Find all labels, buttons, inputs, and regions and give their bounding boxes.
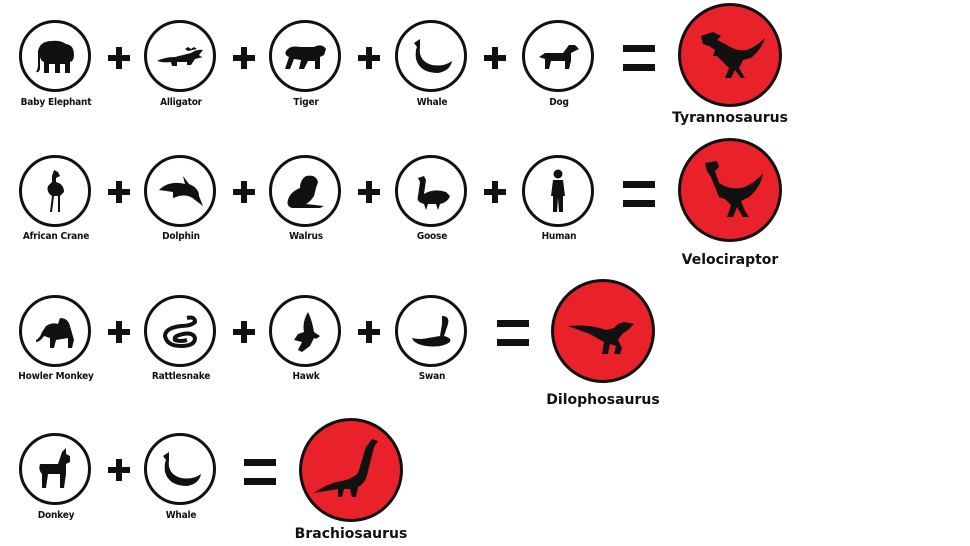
dilophosaurus-circle	[551, 279, 655, 383]
hawk-icon	[294, 312, 320, 352]
label-dilophosaurus: Dilophosaurus	[546, 392, 660, 408]
human-icon	[551, 169, 565, 212]
dolphin-icon	[159, 176, 203, 206]
swan-icon	[412, 316, 451, 347]
elephant-icon	[36, 40, 74, 73]
crane-circle	[19, 155, 91, 227]
label-human: Human	[541, 231, 577, 242]
label-hawk: Hawk	[292, 371, 320, 382]
monkey-icon	[36, 318, 74, 348]
brachiosaurus-circle	[299, 418, 403, 522]
alligator-circle	[144, 20, 216, 92]
snake-circle	[144, 295, 216, 367]
tiger-circle	[269, 20, 341, 92]
dog-icon	[539, 45, 579, 69]
snake-icon	[162, 315, 198, 349]
velociraptor-icon	[705, 161, 763, 217]
label-dog: Dog	[549, 97, 569, 108]
label-swan: Swan	[418, 371, 446, 382]
label-tiger: Tiger	[293, 97, 319, 108]
tyrannosaurus-circle	[678, 3, 782, 107]
brachiosaurus-icon	[314, 439, 378, 497]
plus-sign	[108, 181, 130, 203]
plus-sign	[484, 181, 506, 203]
equals-sign	[497, 320, 529, 346]
label-goose: Goose	[416, 231, 448, 242]
tiger-icon	[285, 45, 326, 69]
hawk-circle	[269, 295, 341, 367]
plus-sign	[358, 47, 380, 69]
walrus-circle	[269, 155, 341, 227]
label-rattlesnake: Rattlesnake	[151, 371, 211, 382]
plus-sign	[358, 181, 380, 203]
equals-sign	[623, 181, 655, 207]
label-african-crane: African Crane	[22, 231, 90, 242]
plus-sign	[233, 181, 255, 203]
human-circle	[522, 155, 594, 227]
plus-sign	[108, 459, 130, 481]
velociraptor-circle	[678, 138, 782, 242]
plus-sign	[233, 47, 255, 69]
swan-circle	[395, 295, 467, 367]
label-walrus: Walrus	[289, 231, 323, 242]
label-howler-monkey: Howler Monkey	[18, 371, 94, 382]
donkey-icon	[39, 448, 70, 488]
equals-sign	[244, 459, 276, 485]
equals-sign	[623, 45, 655, 71]
elephant-circle	[19, 20, 91, 92]
plus-sign	[358, 321, 380, 343]
label-whale: Whale	[416, 97, 448, 108]
whale-icon	[414, 39, 452, 73]
tyrannosaurus-icon	[701, 32, 765, 78]
plus-sign	[484, 47, 506, 69]
label-baby-elephant: Baby Elephant	[20, 97, 92, 108]
donkey-circle	[19, 433, 91, 505]
goose-icon	[417, 176, 450, 210]
crane-icon	[47, 170, 64, 212]
plus-sign	[108, 47, 130, 69]
whale-circle	[395, 20, 467, 92]
label-brachiosaurus: Brachiosaurus	[294, 526, 408, 542]
dog-circle	[522, 20, 594, 92]
monkey-circle	[19, 295, 91, 367]
label-dolphin: Dolphin	[162, 231, 200, 242]
dilophosaurus-icon	[568, 322, 634, 354]
whale-icon	[163, 452, 201, 486]
plus-sign	[108, 321, 130, 343]
label-tyrannosaurus: Tyrannosaurus	[672, 110, 788, 126]
plus-sign	[233, 321, 255, 343]
label-alligator: Alligator	[160, 97, 202, 108]
walrus-icon	[287, 175, 324, 208]
whale-circle	[144, 433, 216, 505]
label-whale: Whale	[165, 510, 197, 521]
label-donkey: Donkey	[37, 510, 75, 521]
dolphin-circle	[144, 155, 216, 227]
label-velociraptor: Velociraptor	[681, 252, 779, 268]
alligator-icon	[157, 47, 203, 66]
goose-circle	[395, 155, 467, 227]
